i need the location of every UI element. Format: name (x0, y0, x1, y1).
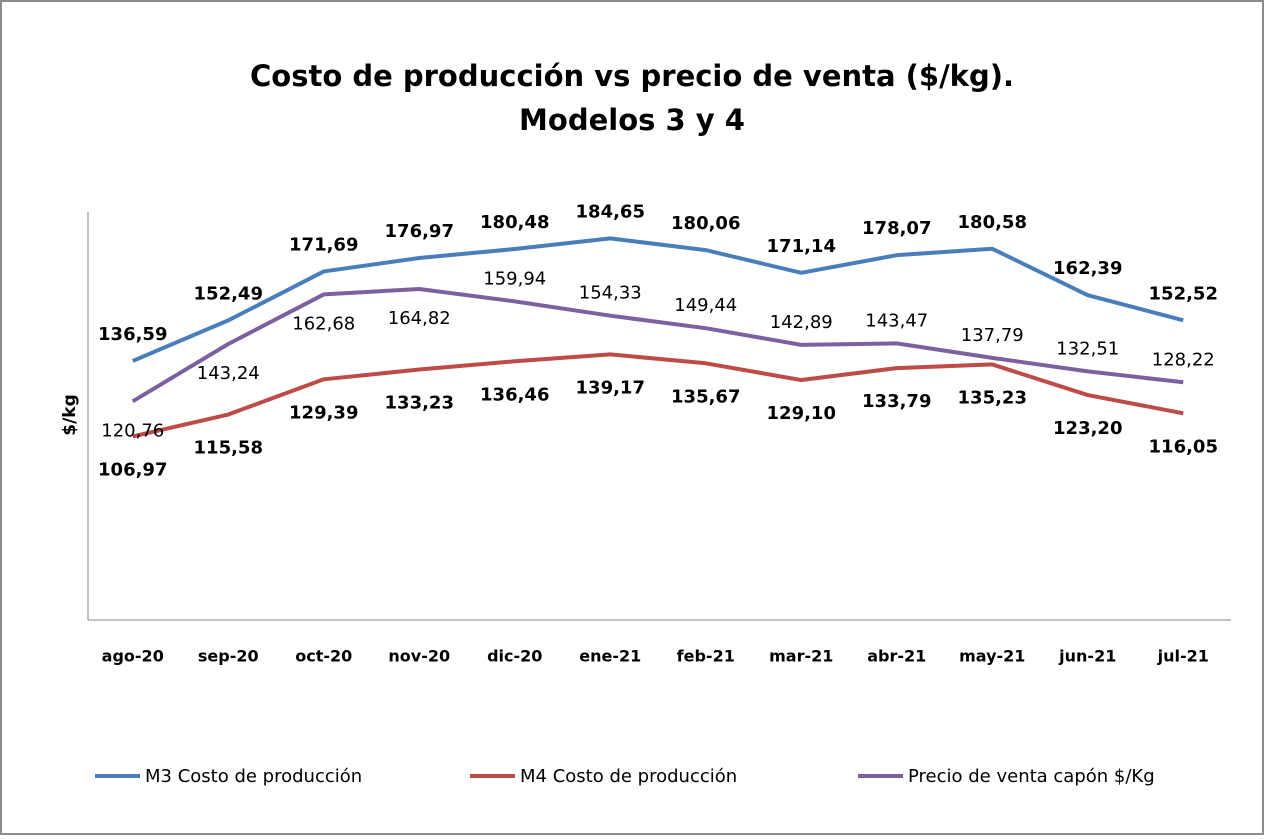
x-tick-label: jul-21 (1157, 647, 1209, 666)
x-tick-label: mar-21 (769, 647, 833, 666)
data-label: 152,52 (1149, 283, 1218, 304)
data-label: 133,23 (385, 393, 454, 414)
legend-label: Precio de venta capón $/Kg (908, 766, 1155, 787)
data-label: 159,94 (483, 268, 546, 289)
x-tick-label: nov-20 (388, 647, 450, 666)
chart-subtitle: Modelos 3 y 4 (519, 103, 745, 137)
data-label: 143,24 (197, 363, 260, 384)
x-tick-label: may-21 (959, 647, 1025, 666)
data-label: 115,58 (194, 438, 263, 459)
data-label: 116,05 (1149, 436, 1218, 457)
data-label: 180,48 (480, 212, 549, 233)
data-label: 164,82 (388, 308, 451, 329)
data-label: 123,20 (1053, 418, 1122, 439)
legend-label: M4 Costo de producción (520, 766, 737, 787)
x-tick-label: jun-21 (1058, 647, 1116, 666)
data-label: 128,22 (1152, 349, 1215, 370)
series-line (132, 352, 1184, 439)
data-label: 129,39 (289, 402, 358, 423)
data-label: 171,14 (767, 236, 836, 257)
data-label: 137,79 (961, 325, 1024, 346)
data-label: 152,49 (194, 283, 263, 304)
chart-title: Costo de producción vs precio de venta (… (250, 59, 1014, 93)
data-label: 129,10 (767, 403, 836, 424)
y-axis-label: $/kg (60, 394, 80, 436)
data-label: 133,79 (862, 391, 931, 412)
data-label: 180,06 (671, 213, 740, 234)
x-tick-label: dic-20 (487, 647, 542, 666)
data-label: 178,07 (862, 218, 931, 239)
data-label: 143,47 (865, 310, 928, 331)
x-tick-label: feb-21 (677, 647, 735, 666)
data-label: 154,33 (579, 283, 642, 304)
data-label: 171,69 (289, 234, 358, 255)
data-label: 162,39 (1053, 258, 1122, 279)
data-label: 149,44 (674, 295, 737, 316)
data-label: 135,23 (958, 387, 1027, 408)
data-label: 120,76 (101, 420, 164, 441)
series-line (131, 236, 1184, 363)
x-tick-label: abr-21 (867, 647, 926, 666)
data-label: 106,97 (98, 459, 167, 480)
data-label: 162,68 (292, 313, 355, 334)
data-label: 135,67 (671, 386, 740, 407)
legend-label: M3 Costo de producción (145, 766, 362, 787)
data-label: 139,17 (576, 377, 645, 398)
data-label: 176,97 (385, 221, 454, 242)
series-line (131, 286, 1184, 404)
data-label: 136,59 (98, 324, 167, 345)
x-tick-label: ago-20 (102, 647, 164, 666)
data-label: 132,51 (1056, 338, 1119, 359)
data-label: 184,65 (576, 201, 645, 222)
x-tick-label: sep-20 (198, 647, 259, 666)
x-tick-label: ene-21 (579, 647, 641, 666)
data-label: 142,89 (770, 312, 833, 333)
x-tick-label: oct-20 (295, 647, 352, 666)
data-label: 180,58 (958, 212, 1027, 233)
data-label: 136,46 (480, 384, 549, 405)
